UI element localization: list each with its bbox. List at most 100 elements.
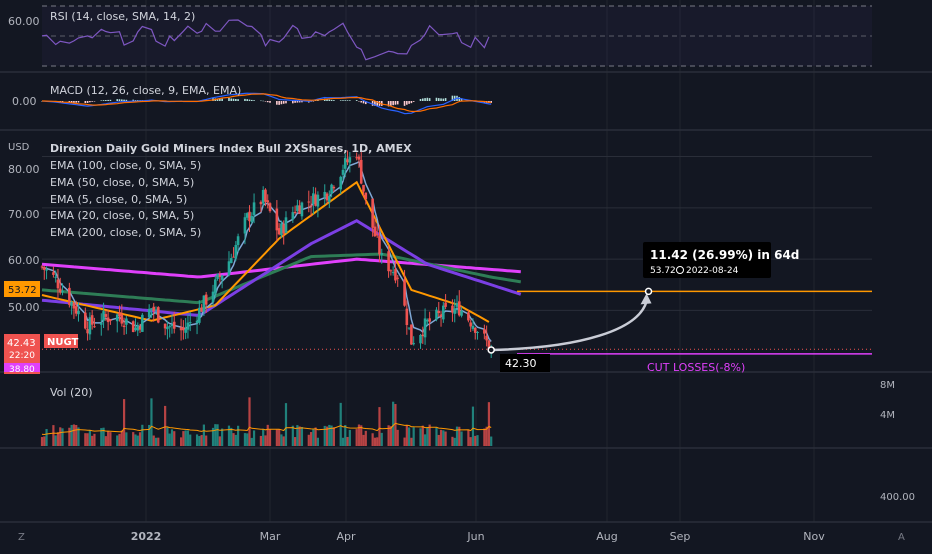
candle-body-107: [380, 253, 384, 255]
volume-bar-137: [476, 435, 479, 446]
candle-body-109: [389, 270, 393, 272]
volume-bar-129: [453, 437, 456, 446]
macd-bar-65: [248, 99, 251, 101]
volume-bar-51: [202, 424, 205, 446]
macd-bar-12: [77, 101, 80, 103]
volume-bar-73: [275, 429, 278, 446]
candle-body-10: [72, 302, 76, 309]
candle-body-94: [341, 169, 345, 175]
macd-bar-72: [269, 101, 271, 103]
candle-body-80: [296, 205, 299, 212]
projection-arrow[interactable]: [491, 300, 648, 352]
candle-body-134: [469, 322, 472, 327]
volume-pane[interactable]: Vol (20) 8M 4M 400.00: [40, 380, 915, 503]
countdown-badge-text: 22:20: [9, 351, 35, 361]
macd-bar-68: [260, 100, 262, 102]
macd-bar-29: [134, 100, 137, 101]
candle-body-116: [410, 324, 413, 345]
macd-pane[interactable]: MACD (12, 26, close, 9, EMA, EMA) 0.00: [12, 84, 493, 115]
candle-body-137: [476, 332, 479, 334]
candle-body-85: [312, 193, 315, 205]
macd-bar-75: [280, 101, 283, 105]
indicator-ema-50[interactable]: EMA (50, close, 0, SMA, 5): [50, 176, 194, 189]
projection-end-point[interactable]: [644, 287, 653, 296]
volume-bar-44: [182, 431, 185, 446]
time-axis[interactable]: Z 2022 Mar Apr Jun Aug Sep Nov A: [18, 530, 905, 543]
macd-bar-27: [125, 99, 128, 101]
zoom-z-button[interactable]: Z: [18, 532, 25, 543]
candle-body-139: [485, 335, 488, 341]
volume-bar-103: [371, 433, 374, 446]
candle-body-71: [266, 200, 270, 203]
macd-bar-105: [376, 101, 378, 106]
macd-bar-132: [460, 98, 463, 101]
indicator-ema-5[interactable]: EMA (5, close, 0, SMA, 5): [50, 193, 187, 206]
candle-body-49: [198, 307, 201, 323]
macd-bar-28: [132, 99, 135, 101]
ema-line-100: [41, 252, 522, 305]
indicator-ema-200[interactable]: EMA (200, close, 0, SMA, 5): [50, 226, 201, 239]
rsi-tick: 60.00: [8, 15, 40, 28]
symbol-title[interactable]: Direxion Daily Gold Miners Index Bull 2X…: [50, 142, 412, 155]
macd-bar-17: [93, 101, 96, 102]
volume-bar-75: [280, 434, 283, 446]
rsi-pane[interactable]: RSI (14, close, SMA, 14, 2) 60.00: [8, 5, 872, 67]
volume-bar-90: [328, 424, 331, 446]
volume-bar-10: [72, 424, 76, 446]
currency-label: USD: [8, 142, 30, 153]
candle-body-127: [444, 302, 447, 307]
macd-label[interactable]: MACD (12, 26, close, 9, EMA, EMA): [50, 84, 241, 97]
volume-bar-115: [408, 427, 411, 446]
volume-bar-82: [300, 426, 304, 446]
macd-bar-77: [285, 101, 287, 104]
ticker-badge[interactable]: [44, 334, 78, 348]
indicator-ema-100[interactable]: EMA (100, close, 0, SMA, 5): [50, 159, 201, 172]
macd-bar-70: [264, 101, 267, 102]
macd-signal-line: [42, 93, 492, 113]
price-pane[interactable]: 11.42 (26.99%) in 64d 53.72 2022-08-24 4…: [4, 142, 872, 375]
candle-body-125: [439, 314, 443, 317]
macd-bar-93: [339, 100, 342, 101]
candle-body-36: [154, 309, 158, 311]
candle-body-126: [442, 305, 445, 320]
candle-body-3: [52, 272, 55, 275]
volume-bar-30: [136, 435, 139, 446]
last-price-badge-text: 42.43: [7, 338, 36, 349]
auto-scale-button[interactable]: A: [898, 532, 905, 543]
start-price-callout[interactable]: 42.30: [500, 354, 550, 372]
volume-bar-86: [314, 427, 317, 446]
macd-bar-64: [246, 99, 249, 101]
macd-bar-14: [86, 101, 89, 103]
volume-bar-9: [70, 424, 73, 446]
time-label-nov: Nov: [803, 530, 825, 543]
candle-body-97: [348, 157, 352, 163]
macd-bar-11: [75, 101, 78, 103]
candle-body-101: [362, 184, 365, 192]
projection-start-point[interactable]: [487, 346, 495, 354]
candle-body-121: [426, 319, 429, 322]
macd-bar-63: [244, 98, 246, 101]
volume-bar-66: [250, 437, 253, 446]
volume-bar-13: [84, 433, 87, 446]
volume-bar-40: [168, 433, 171, 446]
candle-body-112: [396, 277, 400, 279]
candle-body-21: [106, 317, 110, 323]
measure-callout[interactable]: 11.42 (26.99%) in 64d 53.72 2022-08-24: [643, 242, 799, 278]
volume-bar-127: [444, 431, 447, 446]
macd-bar-101: [362, 101, 365, 104]
candle-body-105: [375, 234, 379, 236]
volume-label[interactable]: Vol (20): [50, 386, 93, 399]
indicator-ema-20[interactable]: EMA (20, close, 0, SMA, 5): [50, 209, 194, 222]
target-price-badge-text: 53.72: [8, 285, 37, 296]
volume-bar-46: [186, 430, 190, 446]
volume-bar-22: [109, 432, 112, 446]
candle-body-0: [40, 266, 44, 268]
macd-bar-85: [312, 101, 315, 102]
volume-bar-72: [268, 429, 272, 446]
candle-body-118: [419, 335, 422, 344]
rsi-label[interactable]: RSI (14, close, SMA, 14, 2): [50, 10, 195, 23]
candle-body-68: [259, 201, 263, 205]
macd-bar-26: [123, 99, 125, 101]
candle-body-108: [387, 251, 390, 272]
